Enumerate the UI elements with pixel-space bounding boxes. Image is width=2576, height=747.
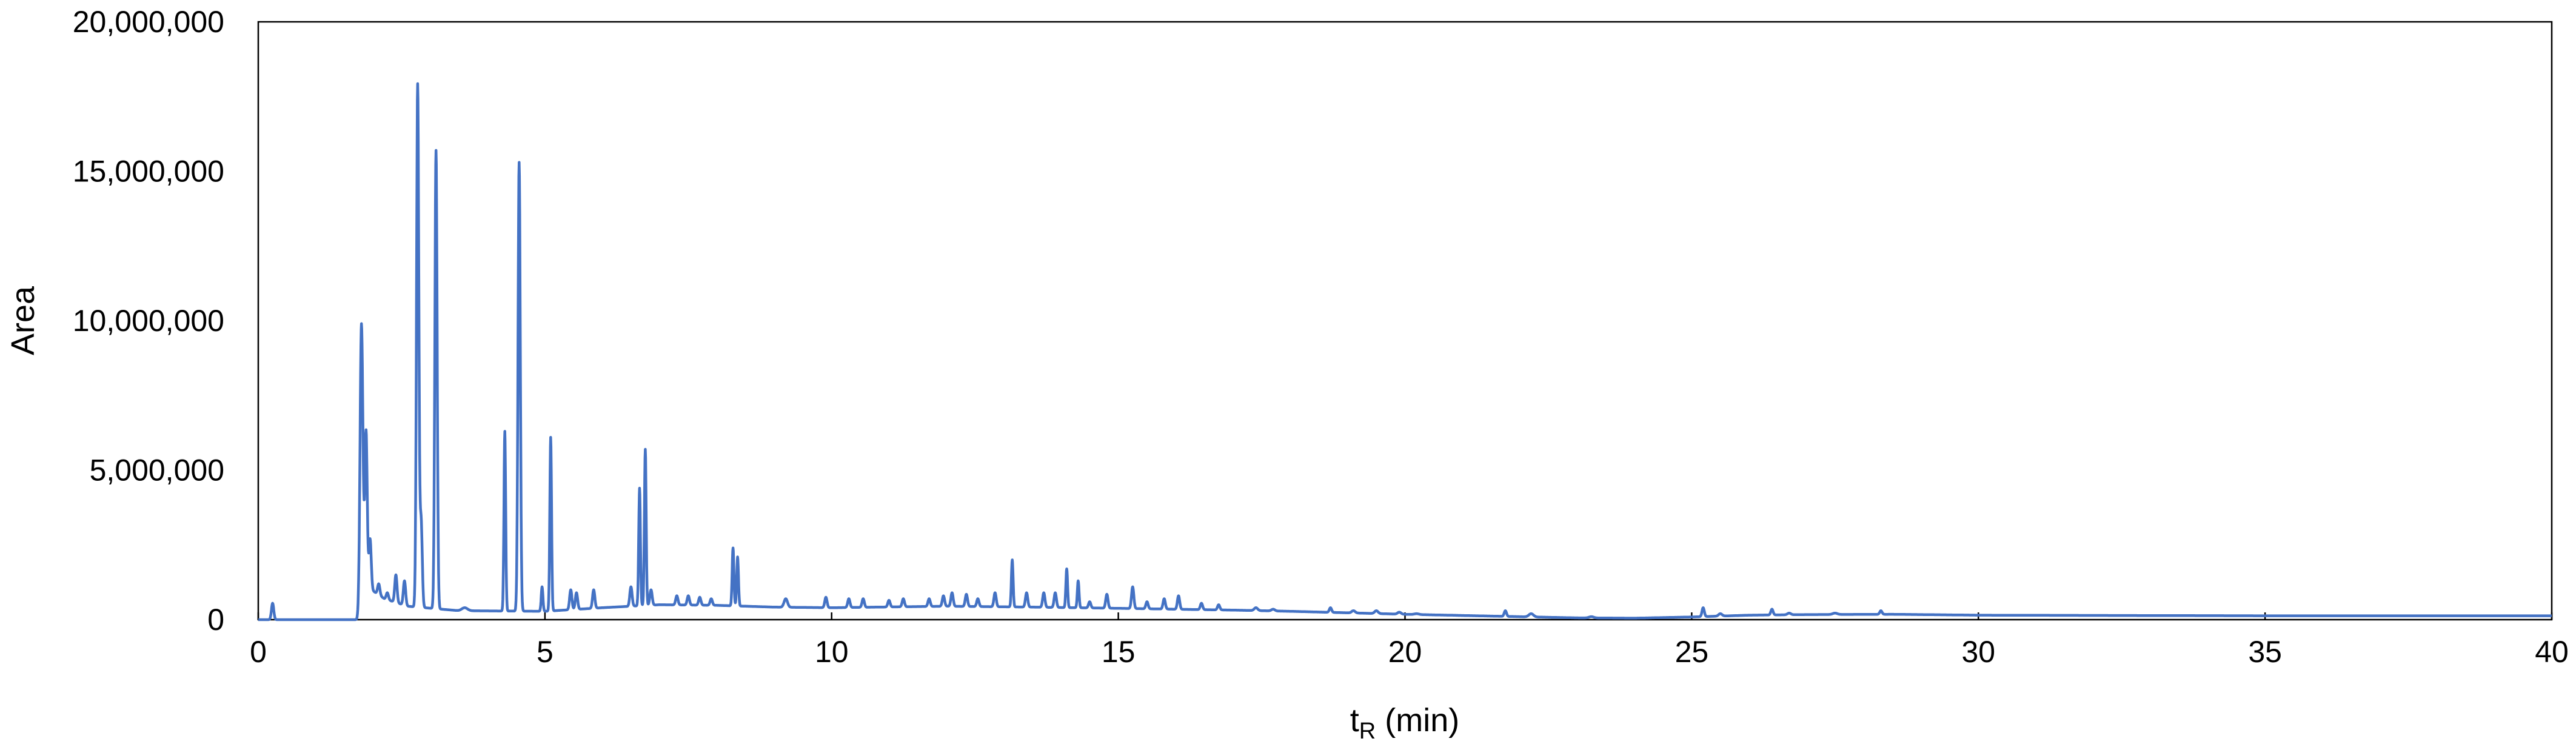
series-line	[257, 82, 2553, 621]
x-tick-label: 25	[1675, 635, 1709, 669]
x-tick-label: 10	[815, 635, 849, 669]
y-tick-label: 0	[207, 603, 224, 637]
x-tick-label: 5	[537, 635, 554, 669]
x-tick-label: 30	[1961, 635, 1995, 669]
plot-area-frame	[257, 21, 2553, 621]
x-axis-ticks: 0 5 10 15 20 25 30 35 40	[250, 612, 2569, 669]
y-axis-ticks: 0 5,000,000 10,000,000 15,000,000 20,000,000	[73, 5, 224, 637]
x-axis-title-main: t	[1350, 702, 1359, 739]
y-tick-label: 10,000,000	[73, 304, 224, 338]
y-tick-label: 15,000,000	[73, 155, 224, 189]
x-axis-title-subscript: R	[1359, 719, 1376, 744]
x-axis-title-unit: (min)	[1376, 702, 1459, 739]
x-tick-label: 0	[250, 635, 267, 669]
y-tick-label: 5,000,000	[90, 454, 224, 487]
x-tick-label: 15	[1102, 635, 1136, 669]
y-axis-title: Area	[5, 286, 41, 355]
y-tick-label: 20,000,000	[73, 5, 224, 39]
x-tick-label: 35	[2248, 635, 2282, 669]
x-tick-label: 20	[1388, 635, 1422, 669]
x-axis-title: tR (min)	[1350, 702, 1459, 744]
x-tick-label: 40	[2535, 635, 2569, 669]
